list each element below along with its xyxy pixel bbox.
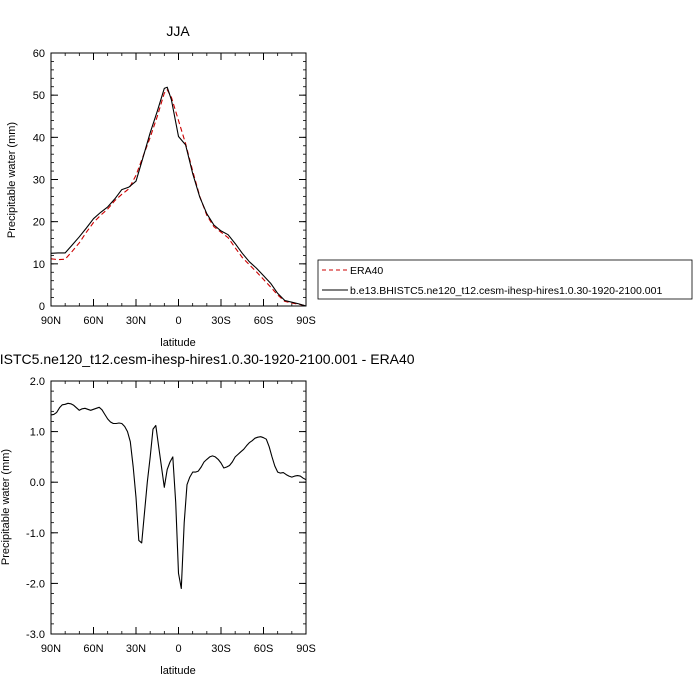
top-x-tick-label: 60S	[254, 315, 274, 327]
legend-label-era40: ERA40	[350, 265, 383, 277]
legend-label-model: b.e13.BHISTC5.ne120_t12.cesm-ihesp-hires…	[350, 285, 662, 297]
bottom-x-tick-label: 90S	[296, 643, 316, 655]
bottom-y-tick-label: 0.0	[30, 477, 45, 489]
top-y-axis-label: Precipitable water (mm)	[6, 122, 18, 238]
bottom-y-tick-label: -2.0	[26, 578, 45, 590]
top-series	[50, 86, 307, 307]
top-y-tick-label: 0	[39, 301, 45, 313]
bottom-x-axis-label: latitude	[160, 665, 195, 677]
bottom-x-tick-label: 30N	[126, 643, 146, 655]
bottom-x-tick-label: 60S	[254, 643, 274, 655]
top-y-tick-label: 40	[33, 132, 45, 144]
top-y-tick-label: 60	[33, 48, 45, 60]
top-y-tick-label: 30	[33, 175, 45, 187]
bottom-y-tick-label: -1.0	[26, 528, 45, 540]
bottom-x-tick-label: 90N	[41, 643, 61, 655]
bottom-plot-frame	[50, 380, 307, 635]
bottom-x-tick-label: 60N	[83, 643, 103, 655]
bottom-y-tick-label: 1.0	[30, 427, 45, 439]
bottom-series	[50, 402, 307, 590]
top-x-tick-label: 90N	[41, 315, 61, 327]
legend-box	[317, 259, 693, 300]
top-plot-frame	[50, 52, 307, 307]
bottom-tick-labels: -3.0 -2.0 -1.0 0.0 1.0 2.0 90N 60N 30N 0 30S 60S 90S	[26, 376, 316, 655]
bottom-panel: b.e13.BHISTC5.ne120_t12.cesm-ihesp-hires…	[0, 351, 415, 677]
top-x-tick-label: 60N	[83, 315, 103, 327]
top-y-tick-label: 50	[33, 90, 45, 102]
bottom-y-tick-label: 2.0	[30, 376, 45, 388]
legend: ERA40 b.e13.BHISTC5.ne120_t12.cesm-ihesp…	[317, 259, 693, 300]
top-x-tick-label: 90S	[296, 315, 316, 327]
top-series-line-era40	[50, 89, 307, 307]
bottom-x-tick-label: 0	[175, 643, 181, 655]
top-tick-labels: 0 10 20 30 40 50 60 90N 60N 30N 0 30S 60S 90S	[33, 48, 316, 327]
bottom-x-tick-label: 30S	[211, 643, 231, 655]
top-x-axis-label: latitude	[160, 337, 195, 349]
bottom-y-tick-label: -3.0	[26, 629, 45, 641]
top-y-tick-label: 20	[33, 217, 45, 229]
top-y-tick-label: 10	[33, 259, 45, 271]
bottom-series-line-difference	[50, 402, 307, 590]
top-series-line-model	[50, 86, 307, 307]
bottom-ticks	[50, 380, 307, 635]
top-x-tick-label: 30N	[126, 315, 146, 327]
top-chart-title: JJA	[166, 23, 190, 39]
top-ticks	[50, 52, 307, 307]
bottom-chart-title: b.e13.BHISTC5.ne120_t12.cesm-ihesp-hires…	[0, 351, 415, 367]
bottom-y-axis-label: Precipitable water (mm)	[0, 449, 12, 565]
top-x-tick-label: 30S	[211, 315, 231, 327]
top-panel: JJA 0 10 20 30 40 50 60 90N 60N 30N 0 30S 60S 90S lat…	[6, 23, 316, 349]
top-x-tick-label: 0	[175, 315, 181, 327]
